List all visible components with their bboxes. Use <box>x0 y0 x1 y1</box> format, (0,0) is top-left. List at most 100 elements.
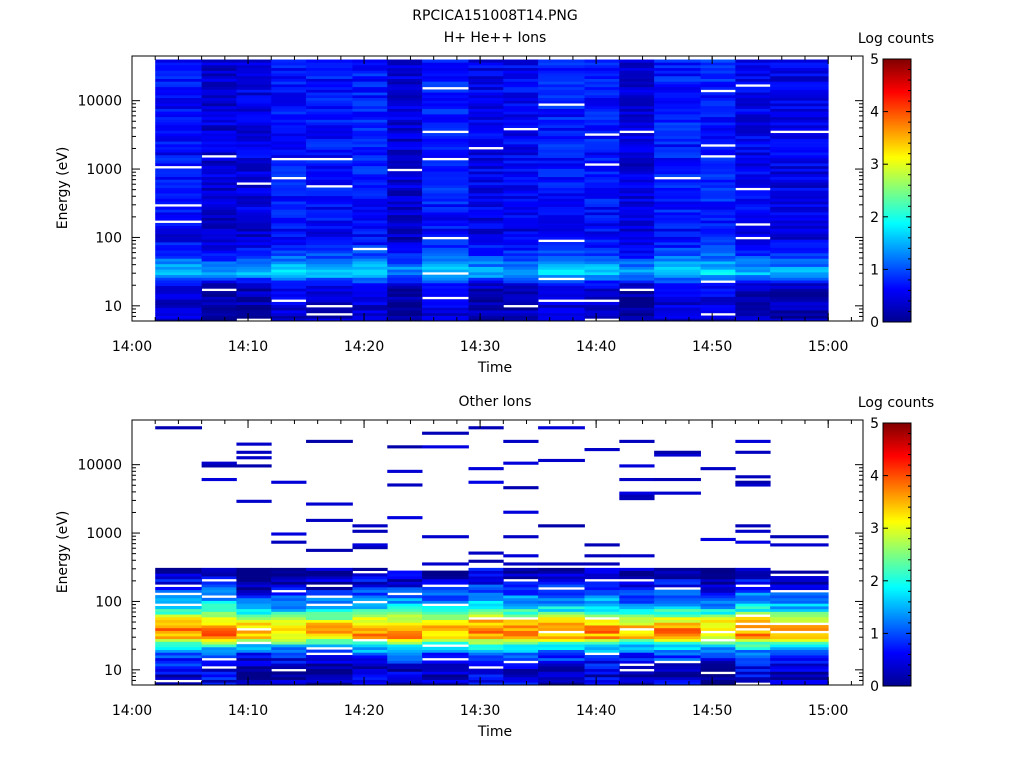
spectrogram-cell <box>538 655 585 659</box>
spectrogram-cell <box>352 291 388 295</box>
spectrogram-cell <box>503 657 539 661</box>
spectrogram-cell <box>700 236 736 240</box>
spectrogram-cell <box>700 201 736 205</box>
spectrogram-cell <box>700 62 736 66</box>
spectrogram-cell <box>352 168 388 172</box>
spectrogram-cell <box>770 214 829 218</box>
spectrogram-cell <box>538 266 585 270</box>
spectrogram-cell <box>654 263 701 267</box>
spectrogram-cell <box>700 635 736 640</box>
spectrogram-cell <box>700 285 736 289</box>
spectrogram-cell <box>735 606 771 610</box>
spectrogram-cell <box>538 198 585 202</box>
spectrogram-cell <box>422 274 469 278</box>
spectrogram-cell <box>584 280 620 284</box>
spectrogram-cell <box>654 190 701 194</box>
spectrogram-cell <box>700 277 736 281</box>
spectrogram-cell <box>387 198 423 202</box>
spectrogram-cell <box>387 244 423 248</box>
spectrogram-cell <box>306 266 353 270</box>
spectrogram-cell <box>236 255 272 259</box>
spectrogram-cell <box>306 616 353 621</box>
spectrogram-cell <box>236 282 272 286</box>
spectrogram-cell <box>422 225 469 229</box>
spectrogram-cell <box>538 676 585 680</box>
spectrogram-cell <box>503 122 539 126</box>
spectrogram-cell <box>236 464 272 468</box>
spectrogram-cell <box>201 64 237 69</box>
spectrogram-cell <box>584 638 620 642</box>
spectrogram-cell <box>271 171 307 175</box>
spectrogram-cell <box>619 611 655 615</box>
spectrogram-cell <box>468 119 504 123</box>
spectrogram-cell <box>306 195 353 199</box>
spectrogram-cell <box>155 75 203 79</box>
spectrogram-cell <box>352 67 388 71</box>
spectrogram-cell <box>306 282 353 286</box>
panel-hplus: H+ He++ Ions Time Energy (eV) Log counts… <box>55 30 934 376</box>
spectrogram-cell <box>155 135 203 139</box>
spectrogram-cell <box>584 105 620 109</box>
spectrogram-cell <box>201 62 237 66</box>
spectrogram-cell <box>236 595 272 599</box>
spectrogram-cell <box>352 75 388 79</box>
spectrogram-cell <box>584 92 620 96</box>
spectrogram-cell <box>503 119 539 123</box>
spectrogram-cell <box>306 293 353 297</box>
spectrogram-cell <box>584 127 620 131</box>
spectrogram-cell <box>306 228 353 232</box>
spectrogram-cell <box>236 160 272 164</box>
spectrogram-cell <box>584 255 620 259</box>
spectrogram-cell <box>306 78 353 82</box>
spectrogram-cell <box>352 660 388 664</box>
spectrogram-cell <box>387 630 423 634</box>
spectrogram-cell <box>700 266 736 270</box>
spectrogram-cell <box>236 127 272 131</box>
spectrogram-cell <box>770 206 829 210</box>
spectrogram-cell <box>538 236 585 240</box>
spectrogram-cell <box>422 282 469 286</box>
spectrogram-cell <box>770 652 829 656</box>
spectrogram-cell <box>352 679 388 683</box>
spectrogram-cell <box>503 59 539 63</box>
spectrogram-cell <box>201 318 237 322</box>
spectrogram-cell <box>735 304 771 308</box>
spectrogram-cell <box>700 657 736 661</box>
spectrogram-cell <box>770 198 829 202</box>
spectrogram-cell <box>770 75 829 79</box>
spectrogram-cell <box>422 138 469 142</box>
spectrogram-cell <box>735 217 771 221</box>
spectrogram-cell <box>422 154 469 158</box>
spectrogram-cell <box>468 649 504 653</box>
spectrogram-cell <box>700 160 736 164</box>
spectrogram-cell <box>735 247 771 251</box>
spectrogram-cell <box>770 291 829 295</box>
spectrogram-cell <box>236 450 272 454</box>
spectrogram-cell <box>700 233 736 237</box>
spectrogram-cell <box>236 584 272 588</box>
spectrogram-cell <box>271 81 307 85</box>
spectrogram-cell <box>306 665 353 670</box>
spectrogram-cell <box>387 293 423 297</box>
spectrogram-cell <box>735 89 771 93</box>
spectrogram-cell <box>236 209 272 213</box>
spectrogram-cell <box>619 491 655 495</box>
spectrogram-cell <box>468 89 504 93</box>
spectrogram-cell <box>422 141 469 145</box>
spectrogram-cell <box>654 135 701 139</box>
spectrogram-cell <box>352 616 388 621</box>
spectrogram-cell <box>422 586 469 591</box>
spectrogram-cell <box>422 198 469 202</box>
spectrogram-cell <box>155 258 203 262</box>
spectrogram-cell <box>654 236 701 240</box>
spectrogram-cell <box>584 293 620 297</box>
spectrogram-cell <box>700 614 736 618</box>
spectrogram-cell <box>770 646 829 650</box>
spectrogram-cell <box>770 608 829 612</box>
spectrogram-cell <box>619 67 655 71</box>
spectrogram-cell <box>387 187 423 191</box>
spectrogram-cell <box>735 67 771 71</box>
spectrogram-cell <box>422 195 469 199</box>
